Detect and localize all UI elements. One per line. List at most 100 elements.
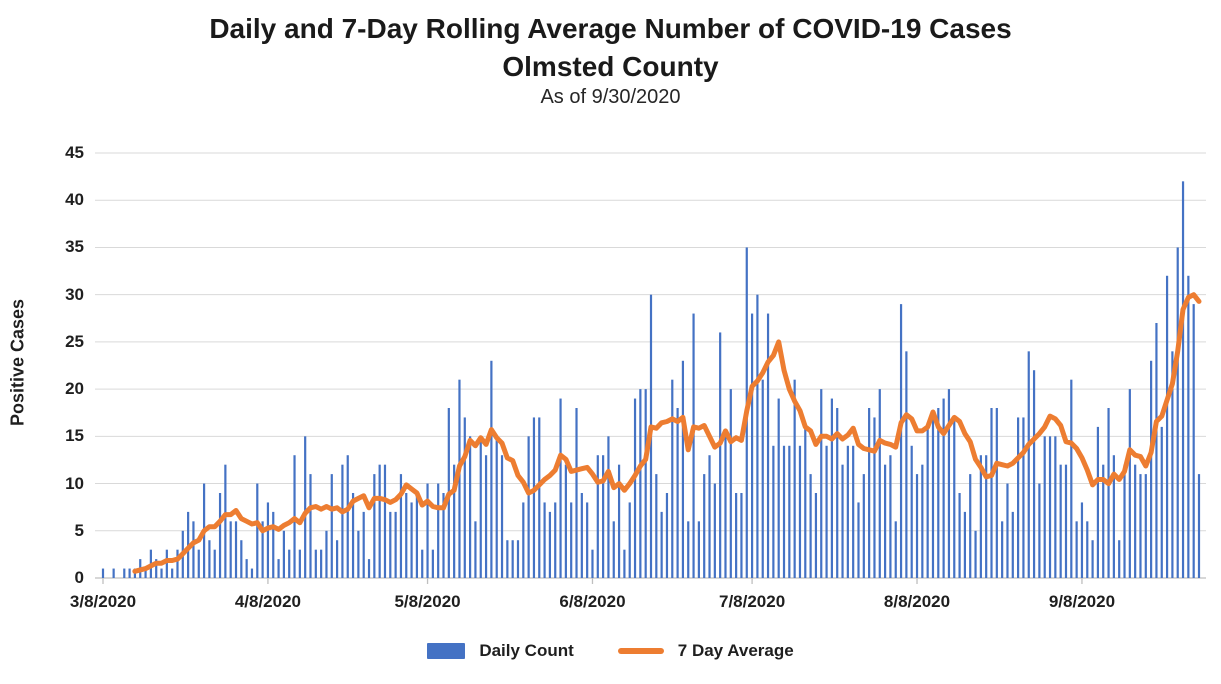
daily-count-bar	[458, 379, 461, 578]
daily-count-bar	[490, 360, 493, 578]
daily-count-bar	[692, 313, 695, 578]
y-tick-label-10: 10	[65, 473, 84, 493]
daily-count-bar	[687, 521, 690, 578]
daily-count-bar	[846, 445, 849, 578]
daily-count-bar	[750, 313, 754, 578]
daily-count-bar	[564, 464, 567, 578]
y-tick-label-20: 20	[65, 379, 84, 399]
daily-count-bar	[378, 464, 381, 578]
x-tick-label-3: 6/8/2020	[559, 592, 626, 611]
daily-count-bar	[144, 568, 147, 578]
daily-count-bar	[335, 540, 339, 578]
daily-count-bar	[165, 549, 168, 578]
daily-count-bar	[761, 379, 764, 578]
daily-count-bar	[426, 483, 429, 578]
daily-count-bar	[570, 502, 573, 578]
daily-count-bar	[383, 464, 387, 578]
daily-count-bar	[1059, 464, 1062, 578]
daily-count-bar	[1118, 540, 1121, 578]
daily-count-bar	[1197, 474, 1201, 578]
daily-count-bar	[176, 549, 179, 578]
daily-count-bar	[793, 379, 796, 578]
daily-count-bar	[474, 521, 477, 578]
daily-count-bar	[1192, 304, 1195, 578]
chart-title: Daily and 7-Day Rolling Average Number o…	[0, 10, 1221, 86]
daily-count-bar	[298, 549, 301, 578]
daily-count-bar	[527, 436, 530, 578]
daily-count-bar	[277, 559, 280, 578]
daily-count-bar	[245, 559, 248, 578]
daily-count-bar	[405, 493, 408, 578]
daily-count-bar	[346, 455, 349, 578]
daily-count-bar	[836, 408, 839, 578]
daily-count-bar	[985, 455, 988, 578]
daily-count-bar	[1054, 436, 1057, 578]
daily-count-bar	[905, 351, 908, 578]
daily-count-bar	[357, 530, 360, 578]
daily-count-bar	[112, 568, 115, 578]
daily-count-bar	[234, 521, 238, 578]
daily-count-bar	[655, 474, 658, 578]
daily-count-bar	[197, 549, 200, 578]
daily-count-bar	[798, 445, 802, 578]
daily-count-bar	[1086, 521, 1089, 578]
daily-count-bar	[484, 455, 488, 578]
daily-count-bar	[862, 474, 865, 578]
daily-count-bar	[857, 502, 860, 578]
daily-count-bar	[963, 511, 967, 578]
daily-count-bar	[1017, 417, 1020, 578]
chart-title-line1: Daily and 7-Day Rolling Average Number o…	[209, 13, 1012, 44]
daily-count-bar	[330, 474, 333, 578]
daily-count-bar	[894, 521, 897, 578]
daily-count-bar	[325, 530, 328, 578]
daily-count-bar	[282, 530, 285, 578]
daily-count-bar	[1112, 455, 1115, 578]
daily-count-bar	[830, 398, 833, 578]
y-tick-label-0: 0	[74, 568, 84, 587]
daily-count-bar	[548, 511, 552, 578]
daily-count-bar	[995, 408, 998, 578]
daily-count-bar	[575, 408, 578, 578]
daily-count-bar	[431, 549, 434, 578]
daily-count-bar	[766, 313, 770, 578]
daily-count-bar	[160, 568, 163, 578]
daily-count-bar	[1139, 474, 1142, 578]
daily-count-bar	[703, 474, 706, 578]
daily-count-bar	[1123, 464, 1126, 578]
daily-count-bar	[218, 493, 222, 578]
daily-count-bar	[740, 493, 743, 578]
daily-count-bar	[931, 417, 935, 578]
daily-count-bar	[208, 540, 211, 578]
daily-count-bar	[979, 455, 982, 578]
daily-count-bar	[671, 379, 674, 578]
daily-count-bar	[389, 511, 392, 578]
daily-count-bar	[1070, 379, 1073, 578]
daily-count-bar	[719, 332, 722, 578]
x-tick-label-4: 7/8/2020	[718, 592, 786, 611]
daily-count-bar	[617, 464, 621, 578]
daily-count-bar	[559, 398, 562, 578]
chart-title-line2: Olmsted County	[502, 51, 719, 82]
daily-count-bar	[213, 549, 216, 578]
daily-count-bar	[809, 474, 812, 578]
daily-count-bar	[633, 398, 637, 578]
daily-count-bar	[639, 389, 642, 578]
daily-count-bar	[926, 426, 929, 578]
x-tick-label-1: 4/8/2020	[234, 592, 302, 611]
daily-count-bar	[1096, 426, 1100, 578]
daily-count-bar	[506, 540, 509, 578]
daily-count-bar	[586, 502, 589, 578]
daily-count-bar	[1043, 436, 1046, 578]
daily-count-bar	[868, 408, 871, 578]
daily-count-bar	[947, 389, 951, 578]
daily-count-bar	[580, 493, 583, 578]
daily-count-bar	[660, 511, 663, 578]
daily-count-bar	[676, 408, 679, 578]
daily-count-bar	[442, 493, 445, 578]
daily-count-bar	[224, 464, 227, 578]
daily-count-bar	[554, 502, 557, 578]
daily-count-bar	[697, 521, 700, 578]
x-tick-label-2: 5/8/2020	[394, 592, 461, 611]
daily-count-bar	[463, 417, 466, 578]
